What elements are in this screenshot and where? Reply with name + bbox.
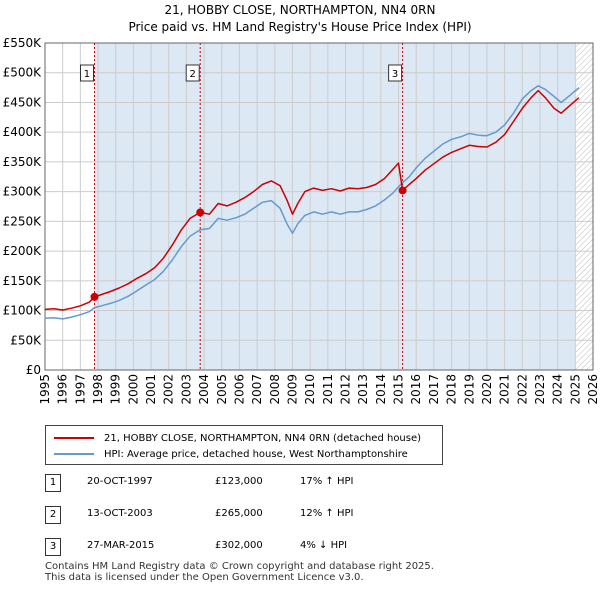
sale-label: 3: [392, 69, 398, 80]
y-tick-label: £50K: [10, 333, 42, 347]
y-tick-label: £150K: [3, 274, 43, 288]
x-tick-label: 1995: [38, 374, 52, 405]
sale-point: [196, 208, 205, 217]
x-tick-label: 2025: [568, 374, 582, 405]
sale-label-box: [388, 64, 403, 82]
x-tick-label: 2000: [126, 374, 140, 405]
x-tick-label: 1998: [91, 374, 105, 405]
legend-item-hpi: HPI: Average price, detached house, West…: [54, 446, 408, 462]
hpi-line: [44, 85, 580, 320]
chart-subtitle: Price paid vs. HM Land Registry's House …: [128, 20, 472, 34]
x-tick-label: 1999: [109, 374, 123, 405]
transaction-date: 13-OCT-2003: [87, 508, 153, 519]
transaction-row: 2 13-OCT-2003 £265,000 12% ↑ HPI: [45, 506, 445, 524]
legend-swatch-property: [54, 437, 94, 439]
x-tick-label: 2019: [462, 374, 476, 405]
x-tick-label: 2004: [197, 374, 211, 405]
transaction-date: 27-MAR-2015: [87, 540, 155, 551]
x-tick-label: 2012: [339, 374, 353, 405]
ownership-shade: [94, 43, 201, 370]
x-tick-label: 1997: [73, 374, 87, 405]
property-price-line: [44, 89, 580, 311]
x-tick-label: 2010: [303, 374, 317, 405]
x-tick-label: 2021: [498, 374, 512, 405]
x-tick-label: 2024: [551, 374, 565, 405]
transaction-hpi-diff: 4% ↓ HPI: [300, 540, 348, 551]
legend-label-property: 21, HOBBY CLOSE, NORTHAMPTON, NN4 0RN (d…: [104, 432, 422, 444]
y-tick-label: £250K: [3, 214, 43, 228]
chart-title: 21, HOBBY CLOSE, NORTHAMPTON, NN4 0RN: [164, 3, 436, 17]
y-tick-label: £500K: [3, 66, 43, 80]
x-tick-label: 2016: [409, 374, 423, 405]
transaction-number: 3: [45, 538, 61, 556]
sale-label-box: [185, 64, 200, 82]
x-tick-label: 2018: [445, 374, 459, 405]
sale-label: 1: [84, 69, 90, 80]
sale-label-box: [79, 64, 94, 82]
x-tick-label: 2011: [321, 374, 335, 405]
sale-point: [398, 186, 407, 195]
x-tick-label: 2022: [515, 374, 529, 405]
x-tick-label: 2007: [250, 374, 264, 405]
x-tick-label: 2008: [268, 374, 282, 405]
x-tick-label: 2017: [427, 374, 441, 405]
y-tick-label: £350K: [3, 155, 43, 169]
footer-license: This data is licensed under the Open Gov…: [45, 572, 364, 583]
transaction-hpi-diff: 17% ↑ HPI: [300, 476, 354, 487]
transaction-number: 1: [45, 474, 61, 492]
transaction-price: £265,000: [215, 508, 263, 519]
x-tick-label: 2014: [374, 374, 388, 405]
transaction-row: 3 27-MAR-2015 £302,000 4% ↓ HPI: [45, 538, 445, 556]
y-tick-label: £450K: [3, 95, 43, 109]
ownership-shade: [402, 43, 576, 370]
transaction-date: 20-OCT-1997: [87, 476, 153, 487]
transaction-price: £302,000: [215, 540, 263, 551]
transaction-number: 2: [45, 506, 61, 524]
sale-point: [90, 292, 99, 301]
y-tick-label: £400K: [3, 125, 43, 139]
legend: 21, HOBBY CLOSE, NORTHAMPTON, NN4 0RN (d…: [45, 425, 443, 465]
sale-label: 2: [190, 69, 196, 80]
y-tick-label: £300K: [3, 185, 43, 199]
legend-item-property: 21, HOBBY CLOSE, NORTHAMPTON, NN4 0RN (d…: [54, 430, 421, 446]
x-tick-label: 2009: [285, 374, 299, 405]
price-chart: £0 £50K £100K £150K £200K £250K £300K £350K £400…: [3, 36, 600, 405]
legend-swatch-hpi: [54, 453, 94, 455]
x-tick-label: 2002: [162, 374, 176, 405]
footer-copyright: Contains HM Land Registry data © Crown c…: [45, 561, 434, 572]
x-tick-label: 2003: [179, 374, 193, 405]
x-tick-label: 2006: [232, 374, 246, 405]
y-tick-label: £100K: [3, 304, 43, 318]
transaction-row: 1 20-OCT-1997 £123,000 17% ↑ HPI: [45, 474, 445, 492]
y-tick-label: £550K: [3, 36, 43, 50]
x-tick-label: 2013: [356, 374, 370, 405]
plot-frame: [44, 42, 594, 371]
x-tick-label: 1996: [56, 374, 70, 405]
x-tick-label: 2023: [533, 374, 547, 405]
forecast-hatch: [575, 43, 593, 370]
x-tick-label: 2015: [392, 374, 406, 405]
y-tick-label: £0: [26, 363, 41, 377]
x-tick-label: 2020: [480, 374, 494, 405]
footer: Contains HM Land Registry data © Crown c…: [45, 561, 434, 583]
legend-label-hpi: HPI: Average price, detached house, West…: [104, 448, 408, 460]
ownership-shade: [200, 43, 403, 370]
x-tick-label: 2026: [586, 374, 600, 405]
y-tick-label: £200K: [3, 244, 43, 258]
transaction-price: £123,000: [215, 476, 263, 487]
transaction-hpi-diff: 12% ↑ HPI: [300, 508, 354, 519]
x-tick-label: 2005: [215, 374, 229, 405]
x-tick-label: 2001: [144, 374, 158, 405]
